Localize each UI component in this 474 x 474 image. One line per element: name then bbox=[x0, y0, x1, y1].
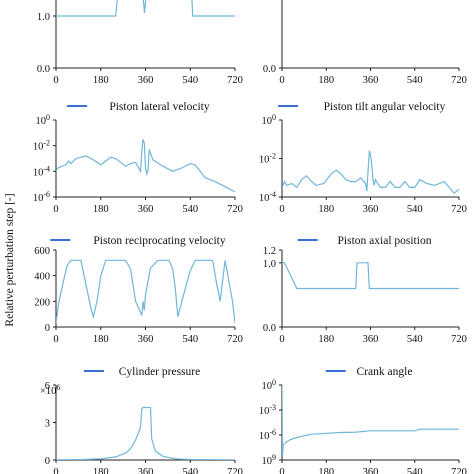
x-tick-label: 720 bbox=[227, 334, 243, 345]
x-tick-label: 540 bbox=[407, 204, 423, 215]
y-tick-label: 600 bbox=[34, 246, 50, 257]
legend: Piston axial position bbox=[297, 235, 432, 247]
y-tick-label: 10-4 bbox=[33, 164, 50, 178]
x-tick-label: 180 bbox=[93, 334, 109, 345]
legend: Cylinder pressure bbox=[83, 366, 200, 378]
y-tick-label: 0.0 bbox=[263, 323, 276, 334]
x-tick-label: 0 bbox=[279, 334, 284, 345]
legend-label: Piston lateral velocity bbox=[109, 101, 210, 113]
y-tick-label: 10-2 bbox=[259, 152, 276, 166]
panel-6: 0 180 360 540 720 0.0 1.0 1.2 Piston axial posit… bbox=[263, 235, 467, 345]
x-tick-label: 180 bbox=[318, 467, 334, 474]
panel-5: 0 180 360 540 720 0 200 400 600 Piston reciprocat… bbox=[34, 235, 243, 345]
series-line-1 bbox=[282, 262, 459, 290]
y-tick-label: 10-6 bbox=[33, 190, 50, 204]
y-tick-label: 0 bbox=[45, 456, 50, 467]
y-tick-label: 100 bbox=[36, 113, 51, 127]
x-tick-label: 720 bbox=[451, 334, 467, 345]
x-tick-label: 540 bbox=[407, 334, 423, 345]
x-tick-label: 720 bbox=[451, 75, 467, 86]
x-tick-label: 0 bbox=[53, 334, 58, 345]
x-tick-label: 180 bbox=[93, 75, 109, 86]
x-tick-label: 360 bbox=[363, 334, 379, 345]
y-axis-multiplier: ×106 bbox=[40, 383, 60, 397]
series-line-1 bbox=[282, 150, 459, 195]
series-line-1 bbox=[282, 385, 459, 456]
y-tick-label: 0 bbox=[45, 323, 50, 334]
x-tick-label: 540 bbox=[182, 75, 198, 86]
y-tick-label: 100 bbox=[262, 378, 277, 392]
plot-grid: 01803605407200.01.001803605407200.01.001… bbox=[33, 0, 467, 474]
y-tick-label: 109 bbox=[262, 453, 277, 467]
x-tick-label: 720 bbox=[227, 467, 243, 474]
y-tick-label: 0.0 bbox=[37, 64, 50, 75]
x-tick-label: 0 bbox=[279, 467, 284, 474]
x-tick-label: 0 bbox=[53, 204, 58, 215]
series-line-1 bbox=[56, 406, 235, 460]
y-tick-label: 3 bbox=[45, 419, 50, 430]
y-tick-label: 10-2 bbox=[33, 139, 50, 153]
x-tick-label: 0 bbox=[53, 467, 58, 474]
y-tick-label: 10-3 bbox=[259, 403, 276, 417]
legend: Piston reciprocating velocity bbox=[50, 235, 226, 247]
x-tick-label: 720 bbox=[451, 204, 467, 215]
x-tick-label: 0 bbox=[279, 204, 284, 215]
x-tick-label: 360 bbox=[138, 204, 154, 215]
series-line-1 bbox=[56, 259, 235, 324]
legend: Crank angle bbox=[325, 366, 413, 378]
x-tick-label: 720 bbox=[227, 204, 243, 215]
x-tick-label: 0 bbox=[279, 75, 284, 86]
x-tick-label: 540 bbox=[407, 467, 423, 474]
panel-8: 0 180 360 540 720 100 10-3 10-6 109 Crank angle bbox=[259, 366, 467, 474]
x-tick-label: 360 bbox=[363, 467, 379, 474]
y-tick-label: 1.0 bbox=[37, 12, 50, 23]
x-tick-label: 0 bbox=[53, 75, 58, 86]
legend-label: Piston tilt angular velocity bbox=[324, 101, 446, 113]
x-tick-label: 720 bbox=[227, 75, 243, 86]
y-tick-label: 10-6 bbox=[259, 428, 276, 442]
x-tick-label: 360 bbox=[363, 75, 379, 86]
y-tick-label: 1.2 bbox=[263, 246, 276, 257]
x-tick-label: 540 bbox=[182, 467, 198, 474]
panel-3: 0 180 360 540 720 100 10-2 10-4 10-6 Piston later… bbox=[33, 101, 243, 215]
legend-label: Crank angle bbox=[357, 366, 413, 378]
y-tick-label: 100 bbox=[262, 113, 277, 127]
panel-1: 0 180 360 540 720 0.0 1.0 bbox=[37, 0, 243, 86]
x-tick-label: 540 bbox=[407, 75, 423, 86]
legend-label: Piston reciprocating velocity bbox=[93, 235, 225, 247]
y-tick-label: 0.0 bbox=[263, 64, 276, 75]
x-tick-label: 180 bbox=[318, 334, 334, 345]
series-line-1 bbox=[56, 139, 235, 193]
y-tick-label: 200 bbox=[34, 297, 50, 308]
y-tick-label: 1.0 bbox=[263, 259, 276, 270]
legend: Piston lateral velocity bbox=[67, 101, 210, 113]
panel-7: 0 180 360 540 720 0 3 6×106 Cylinder pressure bbox=[40, 366, 243, 474]
x-tick-label: 180 bbox=[93, 467, 109, 474]
x-tick-label: 180 bbox=[93, 204, 109, 215]
x-tick-label: 360 bbox=[363, 204, 379, 215]
series-line-1 bbox=[56, 0, 235, 17]
legend: Piston tilt angular velocity bbox=[278, 101, 446, 113]
x-tick-label: 360 bbox=[138, 75, 154, 86]
x-tick-label: 360 bbox=[138, 467, 154, 474]
x-tick-label: 540 bbox=[182, 204, 198, 215]
y-tick-label: 10-4 bbox=[259, 190, 276, 204]
legend-label: Piston axial position bbox=[338, 235, 432, 247]
x-tick-label: 540 bbox=[182, 334, 198, 345]
x-tick-label: 720 bbox=[451, 467, 467, 474]
panel-4: 0 180 360 540 720 100 10-2 10-4 Piston tilt angu… bbox=[259, 101, 467, 215]
y-axis-label: Relative perturbation step [-] bbox=[4, 193, 16, 326]
x-tick-label: 180 bbox=[318, 75, 334, 86]
y-tick-label: 6 bbox=[45, 381, 50, 392]
legend-label: Cylinder pressure bbox=[119, 366, 200, 378]
x-tick-label: 360 bbox=[138, 334, 154, 345]
x-tick-label: 180 bbox=[318, 204, 334, 215]
y-tick-label: 400 bbox=[34, 272, 50, 283]
